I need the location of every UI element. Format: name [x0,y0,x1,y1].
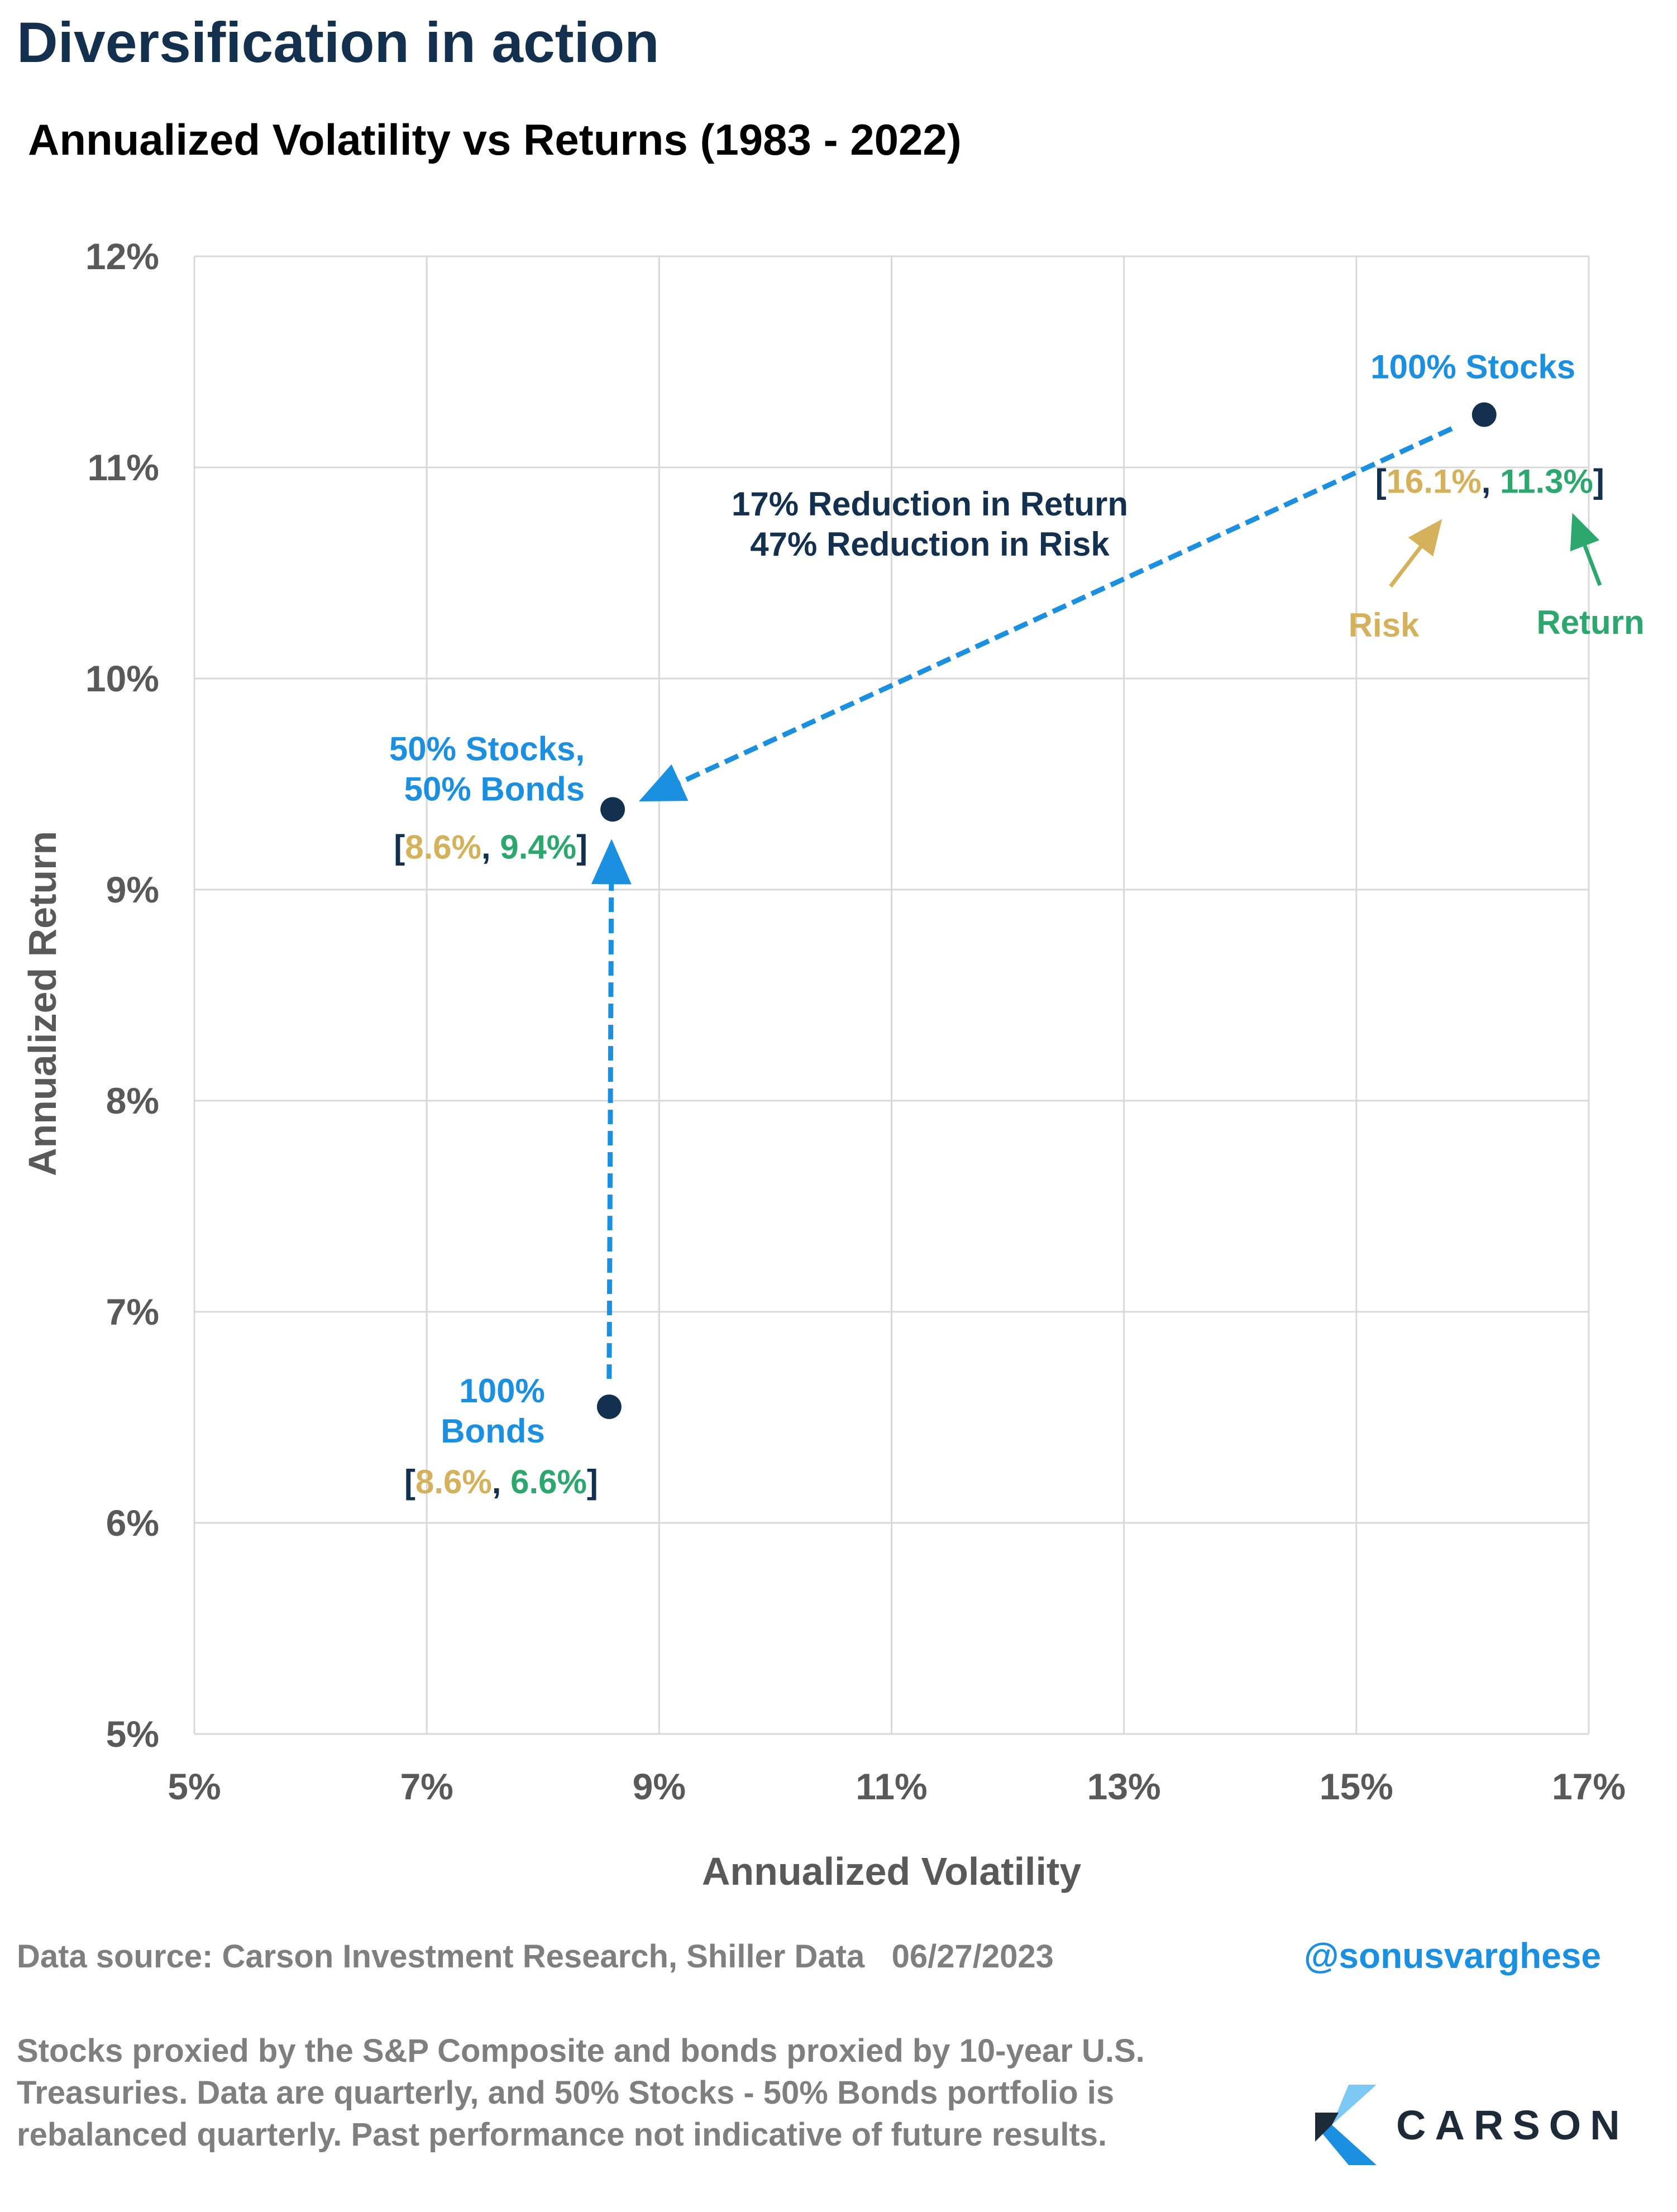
carson-logo-mark-icon [1315,2085,1377,2165]
reduction-annotation: 47% Reduction in Risk [750,525,1110,563]
point-label-balanced: 50% Bonds [404,770,585,808]
x-tick-label: 9% [633,1766,686,1807]
chart-subtitle: Annualized Volatility vs Returns (1983 -… [28,115,962,164]
point-values-balanced: [8.6%, 9.4%] [394,828,587,866]
risk-callout-label: Risk [1349,606,1420,644]
chart-title: Diversification in action [17,11,660,74]
grid-lines [193,255,1590,1735]
point-label-bonds: Bonds [441,1412,545,1450]
point-values-stocks: [16.1%, 11.3%] [1375,463,1604,500]
x-tick-label: 17% [1552,1766,1626,1807]
scatter-chart: 5% 7% 9% 11% 13% 15% 17% 5% 6% 7% 8% 9% 10% 11% 12% Ann… [21,236,1645,1893]
carson-logo-text: CARSON [1396,2102,1629,2148]
diversification-arrow [591,839,632,1379]
y-tick-label: 11% [88,447,159,488]
y-tick-label: 9% [106,869,159,910]
x-tick-label: 15% [1320,1766,1393,1807]
risk-callout-arrow [1389,519,1442,588]
data-points [596,402,1497,1420]
return-callout-arrow [1570,513,1602,586]
data-point-1 [600,797,625,822]
y-axis-title: Annualized Return [21,831,64,1176]
data-source-note: Data source: Carson Investment Research,… [17,1938,1054,1975]
data-labels: 100% Stocks [16.1%, 11.3%] 50% Stocks,50% … [389,348,1604,1501]
x-tick-label: 7% [400,1766,453,1807]
x-tick-label: 5% [168,1766,221,1807]
carson-logo: CARSON [1310,2080,1633,2170]
x-tick-label: 11% [856,1766,927,1807]
methodology-note: Stocks proxied by the S&P Composite and … [17,2033,1145,2153]
return-callout-label: Return [1536,604,1644,641]
arrows [591,426,1453,1379]
y-tick-label: 6% [106,1502,159,1544]
data-point-0 [1471,402,1497,427]
point-label-balanced: 50% Stocks, [389,730,585,767]
reduction-arrow [638,426,1453,802]
y-tick-label: 7% [106,1291,159,1332]
y-tick-label: 8% [106,1080,159,1121]
reduction-annotation: 17% Reduction in Return [732,485,1128,523]
point-label-bonds: 100% [459,1372,544,1410]
y-tick-label: 12% [85,236,159,277]
x-tick-label: 13% [1087,1766,1161,1807]
axis-ticks: 5% 7% 9% 11% 13% 15% 17% 5% 6% 7% 8% 9% 10% 11% 12% Ann… [21,236,1626,1893]
y-tick-label: 10% [85,658,159,699]
data-point-2 [596,1394,622,1420]
twitter-handle: @sonusvarghese [1304,1936,1601,1976]
x-axis-title: Annualized Volatility [702,1850,1081,1893]
point-values-bonds: [8.6%, 6.6%] [404,1463,598,1501]
y-tick-label: 5% [106,1713,159,1755]
point-label-stocks: 100% Stocks [1370,348,1575,386]
